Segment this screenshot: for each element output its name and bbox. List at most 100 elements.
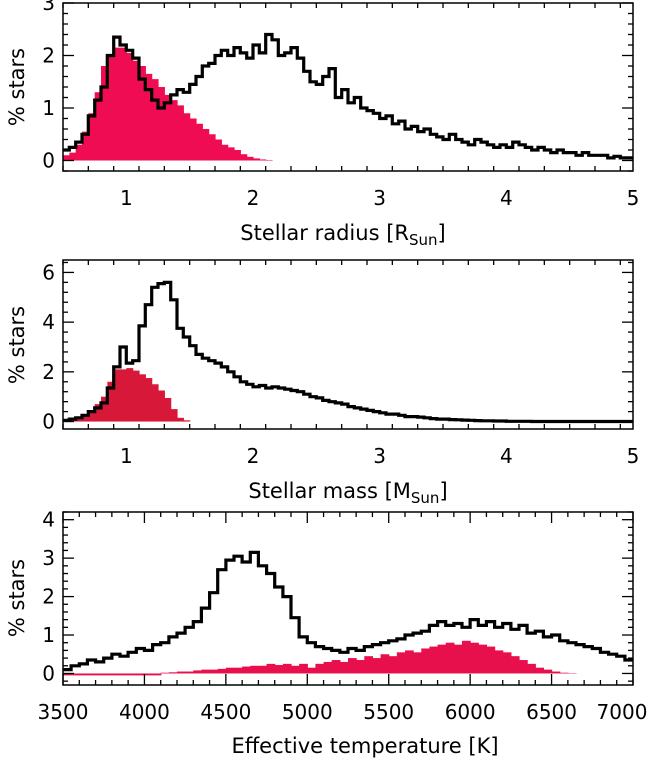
histogram-bar [151,79,159,161]
x-tick-label: 5500 [363,700,414,724]
y-axis-ticks [63,261,633,423]
histogram-bar [201,669,211,674]
histogram-bar [437,644,447,674]
histogram-bar [126,52,134,161]
y-tick-label: 0 [42,410,55,434]
histogram-bar [453,644,463,674]
x-axis-ticks [62,512,634,685]
x-axis-ticks [62,260,621,429]
histogram-bar [535,667,545,674]
histogram-bar [240,154,248,161]
histogram-bar [136,673,146,676]
y-tick-label: 0 [42,661,55,685]
histogram-bar [126,368,134,422]
histogram-bar [128,673,137,676]
histogram-bar [113,47,121,161]
x-tick-label: 4 [500,444,513,468]
histogram-bar [274,665,284,674]
step-histogram-line [63,280,633,424]
histogram-bar [364,656,374,674]
histogram-bar [158,87,165,161]
histogram-bar [183,113,191,161]
histogram-bar [323,661,333,674]
filled-histogram [63,368,191,422]
x-tick-label: 7000 [597,700,648,724]
histogram-bar [94,92,102,161]
histogram-bar [94,404,102,422]
y-tick-label: 4 [42,508,55,532]
histogram-bar [380,654,390,674]
histogram-bar [478,644,488,674]
histogram-bar [101,396,108,422]
histogram-bar [445,642,455,674]
histogram-bar [139,66,146,161]
histogram-bar [259,159,267,161]
histogram-bar [145,73,153,161]
filled-histogram [63,640,577,676]
histogram-bar [139,374,146,422]
histogram-bar [291,665,300,674]
histogram-bar [502,652,512,674]
x-tick-label: 3 [373,186,386,210]
histogram-bar [88,410,96,422]
histogram-bar [120,673,129,676]
histogram-bar [170,100,178,161]
histogram-bar [486,646,496,674]
histogram-bar [299,663,308,674]
histogram-bar [79,673,89,676]
histogram-bar [429,646,439,674]
x-tick-label: 1 [120,186,133,210]
panel-stellar-radius: 1 2 3 4 5 0 1 2 3 Stellar radius [RSun] % stars [5,0,639,249]
histogram-bar [234,150,241,161]
histogram-bar [183,420,191,422]
histogram-bar [151,384,159,422]
step-histogram-line [63,32,633,160]
y-tick-label: 0 [42,149,55,173]
y-tick-label: 4 [42,310,55,334]
histogram-bar [519,660,528,674]
histogram-bar [551,671,561,674]
histogram-bar [87,673,97,676]
histogram-bar [170,409,178,422]
histogram-bar [152,673,162,676]
histogram-bar [527,663,536,674]
plot-frame [62,259,634,430]
histogram-bar [559,672,569,674]
histogram-bar [234,667,243,674]
histogram-bar [189,118,197,161]
histogram-bar [307,667,317,674]
y-axis-ticks [63,511,633,682]
x-axis-ticks [62,3,621,171]
histogram-bar [144,673,154,676]
histogram-bar [250,665,260,674]
histogram-bar [82,414,89,422]
x-tick-label: 4 [500,186,513,210]
y-axis-ticks [63,2,633,172]
histogram-bar [75,144,83,161]
histogram-bar [185,671,194,674]
histogram-bar [111,673,121,676]
histogram-bar [372,658,382,674]
y-tick-label: 1 [42,96,55,120]
histogram-bar [227,147,235,161]
plot-frame [62,511,634,686]
histogram-bar [132,370,140,422]
histogram-bar [202,129,210,161]
panel-stellar-mass: 1 2 3 4 5 0 2 4 6 Stellar mass [MSun] % stars [5,259,639,507]
x-axis-label: Effective temperature [K] [231,734,498,758]
histogram-bar [120,47,127,161]
y-axis-label: % stars [5,306,29,384]
histogram-bar [253,158,260,161]
x-tick-label: 5000 [282,700,333,724]
histogram-bar [88,113,96,161]
histogram-bar [82,131,89,161]
y-tick-label: 2 [42,585,55,609]
histogram-bar [266,663,276,674]
histogram-bar [95,673,105,676]
histogram-bar [388,656,398,674]
histogram-bar [103,673,113,676]
histogram-bar [160,672,170,674]
histogram-bar [75,417,83,422]
y-tick-label: 1 [42,623,55,647]
y-tick-label: 3 [42,0,55,15]
